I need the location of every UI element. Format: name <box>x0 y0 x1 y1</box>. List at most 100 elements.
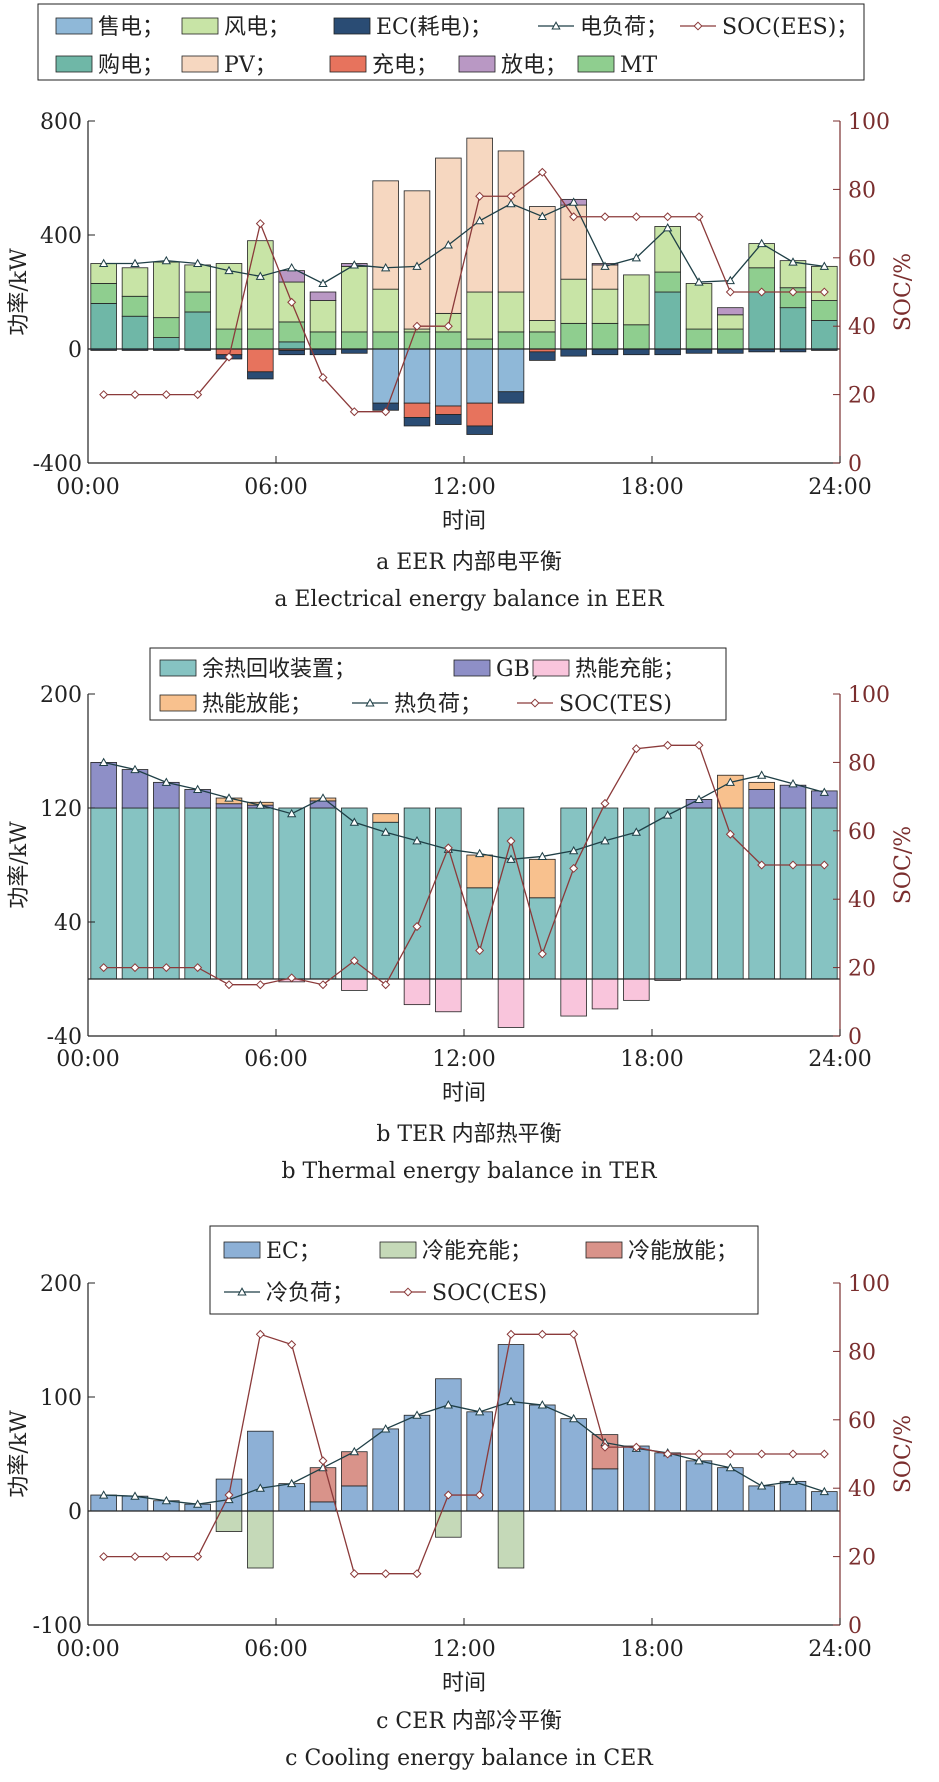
point-soc <box>224 352 234 362</box>
bar-ec <box>529 1404 556 1512</box>
point-soc <box>287 297 297 307</box>
point-load <box>255 800 265 809</box>
point-soc <box>255 1329 265 1339</box>
point-load <box>255 271 265 280</box>
legend-marker-load <box>365 698 375 707</box>
x-tick-label: 24:00 <box>808 475 871 500</box>
point-load <box>193 258 203 268</box>
point-load <box>819 261 829 270</box>
bar-wind <box>685 283 713 330</box>
bar-whr <box>529 897 556 980</box>
legend-swatch-pv <box>181 55 219 73</box>
bar-wind <box>121 267 149 297</box>
bar-buy <box>121 315 149 350</box>
y2-tick-label: 20 <box>848 384 876 409</box>
bar-ec <box>591 348 619 356</box>
point-soc <box>130 963 140 973</box>
bar-ec <box>623 1445 650 1512</box>
bar-ec <box>497 391 525 404</box>
point-soc <box>537 949 547 959</box>
point-soc <box>569 863 579 873</box>
point-load <box>287 1478 297 1488</box>
y2-tick-label: 60 <box>848 1409 876 1434</box>
bar-ec <box>403 1414 431 1512</box>
y2-tick-label: 40 <box>848 315 876 340</box>
point-soc <box>694 740 704 750</box>
legend-swatch-whr <box>159 659 197 677</box>
y2-tick-label: 40 <box>848 888 876 913</box>
line-soc <box>103 1333 825 1575</box>
bar-charge <box>560 978 587 1017</box>
bar-mt <box>529 331 556 350</box>
point-load <box>475 1406 485 1416</box>
bar-ec <box>748 1485 775 1512</box>
legend-swatch-discharge <box>585 1241 623 1259</box>
point-load <box>193 1499 203 1508</box>
legend-label-load: 冷负荷； <box>266 1281 354 1306</box>
y2-tick-label: 40 <box>848 1477 876 1502</box>
bar-gb <box>90 762 117 809</box>
y-tick-label: 100 <box>40 1386 82 1411</box>
point-soc <box>287 1340 297 1350</box>
point-load <box>224 265 234 275</box>
caption-en: a Electrical energy balance in EER <box>274 587 665 612</box>
point-load <box>694 1456 704 1465</box>
caption-cn: c CER 内部冷平衡 <box>376 1709 562 1734</box>
bar-pv <box>466 137 493 293</box>
point-soc <box>757 1449 767 1459</box>
y2-tick-label: 80 <box>848 178 876 203</box>
legend-label-ec: EC； <box>266 1239 321 1264</box>
x-tick-label: 06:00 <box>244 475 307 500</box>
legend-swatch-buy <box>55 55 93 73</box>
bar-gb <box>779 784 807 809</box>
bar-ec <box>247 1430 274 1512</box>
legend-label-discharge: 热能放能； <box>202 692 312 717</box>
point-load <box>506 854 516 863</box>
bar-wind <box>153 261 180 319</box>
point-soc <box>663 1449 673 1459</box>
bar-discharge <box>748 781 775 790</box>
point-load <box>349 1446 359 1456</box>
bar-mt <box>623 324 650 350</box>
x-tick-label: 18:00 <box>620 1047 683 1072</box>
caption-en: c Cooling energy balance in CER <box>285 1746 654 1771</box>
bar-whr <box>623 807 650 980</box>
bar-mt <box>184 291 211 313</box>
y2-tick-label: 80 <box>848 751 876 776</box>
bar-whr <box>685 807 713 980</box>
point-load <box>819 787 829 796</box>
bar-charge <box>403 402 431 418</box>
bar-ec <box>341 1485 368 1512</box>
y-tick-label: 400 <box>40 224 82 249</box>
bar-wind <box>497 291 525 333</box>
x-tick-label: 06:00 <box>244 1047 307 1072</box>
legend-marker-soc <box>403 1287 413 1297</box>
point-load <box>443 1400 453 1409</box>
point-soc <box>381 980 391 990</box>
point-load <box>788 1476 798 1485</box>
point-load <box>694 277 704 286</box>
point-soc <box>224 1490 234 1500</box>
point-soc <box>443 321 453 331</box>
bar-charge <box>435 1510 462 1538</box>
bar-charge <box>247 1510 274 1569</box>
legend-label-load: 热负荷； <box>394 692 482 717</box>
bar-ec <box>560 348 587 357</box>
bar-ec <box>779 1480 807 1512</box>
bar-mt <box>560 322 587 350</box>
bar-wind <box>560 278 587 324</box>
point-load <box>694 794 704 803</box>
point-load <box>318 278 328 287</box>
legend-label-discharge: 冷能放能； <box>628 1239 738 1264</box>
legend-swatch-gb <box>453 659 491 677</box>
legend-marker-soc <box>530 698 540 708</box>
x-tick-label: 24:00 <box>808 1637 871 1662</box>
point-soc <box>725 287 735 297</box>
point-soc <box>631 212 641 222</box>
point-soc <box>161 963 171 973</box>
point-soc <box>443 843 453 853</box>
bar-ec <box>654 1452 681 1512</box>
point-load <box>287 808 297 818</box>
point-load <box>412 1410 422 1419</box>
